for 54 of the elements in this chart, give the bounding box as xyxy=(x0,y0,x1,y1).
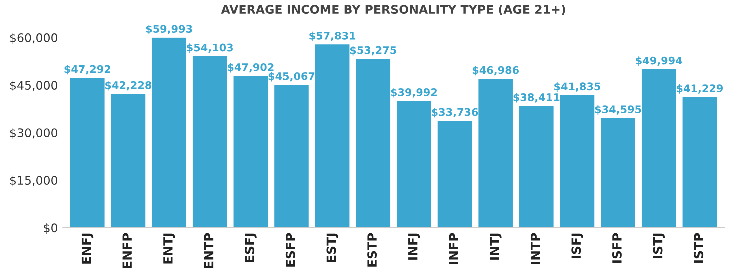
y-tick-label: $0 xyxy=(44,223,58,234)
x-tick-label: ISFP xyxy=(612,233,622,263)
bar xyxy=(478,79,513,228)
data-label: $57,831 xyxy=(310,32,356,42)
data-label: $49,994 xyxy=(636,56,682,66)
x-tick-label: ISTJ xyxy=(653,234,666,258)
data-label: $39,992 xyxy=(391,88,438,98)
data-label: $46,986 xyxy=(472,66,519,76)
bar xyxy=(601,118,636,228)
bar xyxy=(70,78,105,228)
x-tick-label: ISFJ xyxy=(572,234,584,258)
x-tick-label: ENTP xyxy=(204,233,214,268)
bar xyxy=(274,85,309,228)
x-tick-label: INFP xyxy=(449,233,458,264)
data-label: $41,835 xyxy=(554,82,600,92)
x-tick-label: ENTJ xyxy=(164,234,176,264)
data-label: $59,993 xyxy=(146,24,192,34)
bar xyxy=(520,106,554,228)
x-tick-label: INFJ xyxy=(408,234,420,260)
x-tick-label: INTP xyxy=(530,233,540,264)
x-tick-label: ISTP xyxy=(694,233,704,263)
x-tick-label: ENFP xyxy=(122,233,132,268)
bar xyxy=(682,97,718,228)
bar xyxy=(152,38,186,228)
bar xyxy=(111,94,146,228)
data-label: $34,595 xyxy=(595,105,642,115)
bar xyxy=(234,76,268,228)
data-label: $42,228 xyxy=(106,81,152,91)
x-tick-label: ESFJ xyxy=(245,234,257,262)
bar xyxy=(315,44,350,228)
y-tick-label: $15,000 xyxy=(10,176,58,187)
data-label: $38,411 xyxy=(514,93,560,103)
x-tick-label: ENFJ xyxy=(82,234,94,264)
bar xyxy=(642,70,676,228)
bar xyxy=(438,121,472,228)
x-tick-label: ESTJ xyxy=(326,234,339,262)
bar xyxy=(560,95,595,228)
y-tick-label: $30,000 xyxy=(10,128,58,140)
data-label: $53,275 xyxy=(350,46,396,56)
y-tick-label: $60,000 xyxy=(10,33,58,44)
data-label: $33,736 xyxy=(432,108,478,118)
bar xyxy=(397,101,432,228)
data-label: $54,103 xyxy=(187,44,233,54)
bar xyxy=(356,59,391,228)
data-label: $45,067 xyxy=(268,72,315,82)
x-tick-label: ESTP xyxy=(368,233,378,267)
x-tick-label: ESFP xyxy=(286,233,296,267)
data-label: $47,292 xyxy=(64,65,110,75)
chart-title: AVERAGE INCOME BY PERSONALITY TYPE (AGE 21+) xyxy=(221,4,566,16)
x-tick-label: INTJ xyxy=(490,234,502,260)
y-tick-label: $45,000 xyxy=(10,80,58,92)
bar xyxy=(192,56,228,228)
data-label: $47,902 xyxy=(228,63,274,73)
data-label: $41,229 xyxy=(677,84,723,94)
